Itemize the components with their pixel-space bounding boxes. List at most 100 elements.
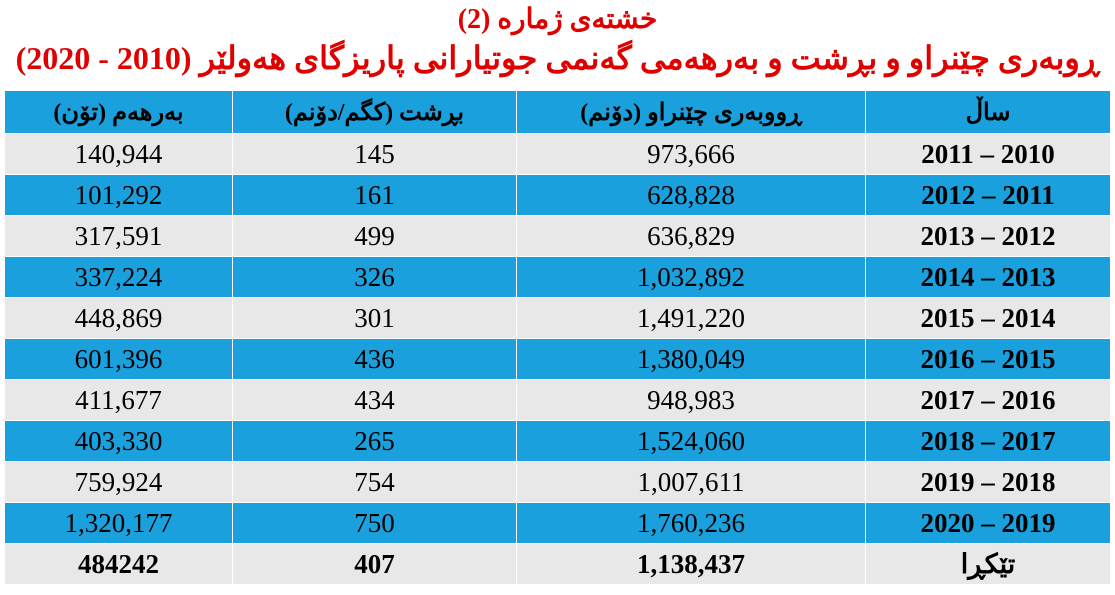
header-row: ساڵ ڕووبەری چێنراو (دۆنم) بڕشت (کگم/دۆنم) ب…	[4, 90, 1111, 134]
column-header: ڕووبەری چێنراو (دۆنم)	[516, 90, 866, 134]
table-cell: 2019 – 2018	[865, 461, 1111, 503]
table-row: 2013 – 2012 636,829 499 317,591	[4, 215, 1111, 257]
year-label: 2014 – 2013	[920, 261, 1056, 292]
table-cell: 2015 – 2014	[865, 297, 1111, 339]
table-row: 2016 – 2015 1,380,049 436 601,396	[4, 338, 1111, 380]
table-cell: تێکڕا	[865, 543, 1111, 585]
table-cell: 750	[232, 502, 517, 544]
cell-value: 145	[354, 138, 395, 169]
table-row: 2019 – 2018 1,007,611 754 759,924	[4, 461, 1111, 503]
table-cell: 948,983	[516, 379, 866, 421]
table-cell: 628,828	[516, 174, 866, 216]
cell-value: 140,944	[74, 138, 163, 169]
table-cell: 407	[232, 543, 517, 585]
data-table: ساڵ ڕووبەری چێنراو (دۆنم) بڕشت (کگم/دۆنم) ب…	[4, 90, 1111, 585]
table-cell: 301	[232, 297, 517, 339]
total-value: 484242	[78, 548, 159, 579]
table-cell: 754	[232, 461, 517, 503]
table-cell: 2014 – 2013	[865, 256, 1111, 298]
table-row: 2017 – 2016 948,983 434 411,677	[4, 379, 1111, 421]
table-cell: 759,924	[4, 461, 233, 503]
table-cell: 140,944	[4, 133, 233, 175]
table-cell: 2017 – 2016	[865, 379, 1111, 421]
cell-value: 1,760,236	[637, 507, 745, 538]
table-subtitle: ڕوبەری چێنراو و بڕشت و بەرهەمی گەنمی جوت…	[15, 40, 1100, 76]
table-cell: 448,869	[4, 297, 233, 339]
table-cell: 1,138,437	[516, 543, 866, 585]
cell-value: 1,524,060	[637, 425, 745, 456]
cell-value: 601,396	[74, 343, 163, 374]
cell-value: 403,330	[74, 425, 163, 456]
table-cell: 1,320,177	[4, 502, 233, 544]
cell-value: 973,666	[647, 138, 735, 169]
table-cell: 1,032,892	[516, 256, 866, 298]
cell-value: 754	[354, 466, 395, 497]
table-cell: 434	[232, 379, 517, 421]
table-cell: 973,666	[516, 133, 866, 175]
table-cell: 2011 – 2010	[865, 133, 1111, 175]
table-cell: 161	[232, 174, 517, 216]
year-label: 2017 – 2016	[920, 384, 1056, 415]
table-row: 2014 – 2013 1,032,892 326 337,224	[4, 256, 1111, 298]
total-label: تێکڕا	[960, 548, 1016, 579]
table-cell: 601,396	[4, 338, 233, 380]
column-header: بڕشت (کگم/دۆنم)	[232, 90, 517, 134]
table-row: 2012 – 2011 628,828 161 101,292	[4, 174, 1111, 216]
cell-value: 750	[354, 507, 395, 538]
table-cell: 337,224	[4, 256, 233, 298]
cell-value: 948,983	[647, 384, 735, 415]
cell-value: 337,224	[74, 261, 163, 292]
table-cell: 2013 – 2012	[865, 215, 1111, 257]
cell-value: 265	[354, 425, 395, 456]
year-label: 2015 – 2014	[920, 302, 1056, 333]
cell-value: 434	[354, 384, 395, 415]
cell-value: 636,829	[647, 220, 735, 251]
table-cell: 1,491,220	[516, 297, 866, 339]
cell-value: 301	[354, 302, 395, 333]
total-row: تێکڕا 1,138,437 407 484242	[4, 543, 1111, 585]
table-cell: 317,591	[4, 215, 233, 257]
cell-value: 317,591	[74, 220, 163, 251]
cell-value: 1,007,611	[637, 466, 745, 497]
table-cell: 411,677	[4, 379, 233, 421]
column-header: ساڵ	[865, 90, 1111, 134]
table-cell: 101,292	[4, 174, 233, 216]
cell-value: 1,380,049	[637, 343, 745, 374]
table-cell: 2016 – 2015	[865, 338, 1111, 380]
table-cell: 326	[232, 256, 517, 298]
year-label: 2016 – 2015	[920, 343, 1056, 374]
column-header: بەرهەم (تۆن)	[4, 90, 233, 134]
table-row: 2018 – 2017 1,524,060 265 403,330	[4, 420, 1111, 462]
year-label: 2019 – 2018	[920, 466, 1056, 497]
cell-value: 411,677	[75, 384, 162, 415]
table-cell: 1,380,049	[516, 338, 866, 380]
table-cell: 145	[232, 133, 517, 175]
cell-value: 101,292	[74, 179, 163, 210]
year-label: 2020 – 2019	[920, 507, 1056, 538]
table-row: 2015 – 2014 1,491,220 301 448,869	[4, 297, 1111, 339]
year-label: 2018 – 2017	[920, 425, 1056, 456]
table-cell: 499	[232, 215, 517, 257]
table-cell: 403,330	[4, 420, 233, 462]
table-cell: 1,007,611	[516, 461, 866, 503]
cell-value: 759,924	[74, 466, 163, 497]
cell-value: 628,828	[647, 179, 735, 210]
cell-value: 436	[354, 343, 395, 374]
total-value: 1,138,437	[637, 548, 745, 579]
year-label: 2011 – 2010	[921, 138, 1055, 169]
table-row: 2020 – 2019 1,760,236 750 1,320,177	[4, 502, 1111, 544]
table-cell: 436	[232, 338, 517, 380]
cell-value: 161	[354, 179, 395, 210]
year-label: 2013 – 2012	[920, 220, 1056, 251]
year-label: 2012 – 2011	[921, 179, 1055, 210]
table-cell: 1,524,060	[516, 420, 866, 462]
cell-value: 448,869	[74, 302, 163, 333]
table-cell: 1,760,236	[516, 502, 866, 544]
table-cell: 265	[232, 420, 517, 462]
cell-value: 1,032,892	[637, 261, 745, 292]
cell-value: 1,491,220	[637, 302, 745, 333]
cell-value: 326	[354, 261, 395, 292]
total-value: 407	[354, 548, 395, 579]
table-cell: 636,829	[516, 215, 866, 257]
